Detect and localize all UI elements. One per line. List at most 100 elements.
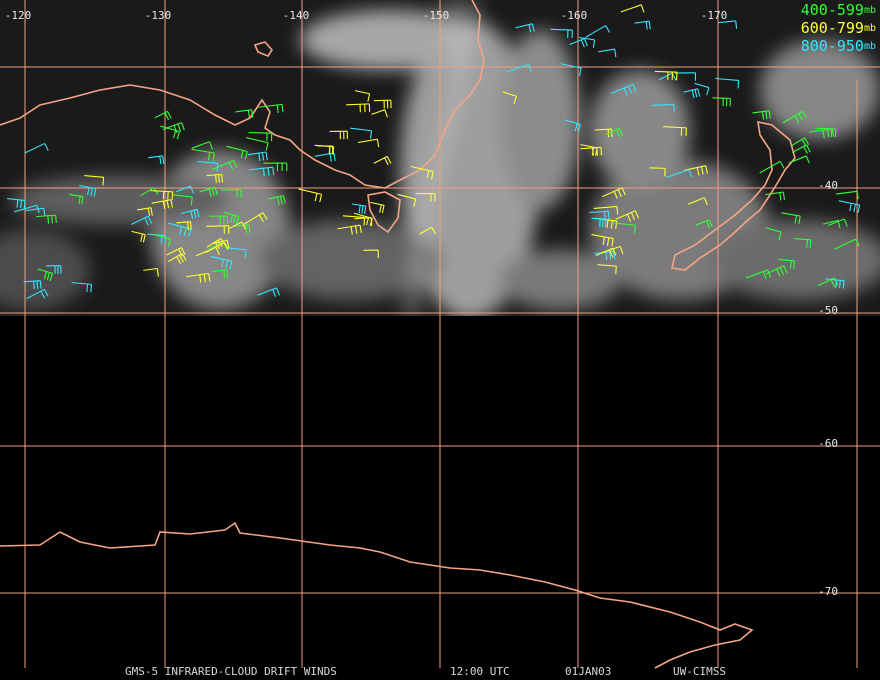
barb-tick [615, 220, 618, 230]
barb-tick [798, 215, 801, 225]
barb-shaft [346, 103, 370, 106]
barb-tick [798, 113, 804, 121]
barb-tick [376, 139, 380, 148]
wind-barb [649, 167, 666, 177]
wind-barb [71, 282, 93, 293]
barb-tick [187, 221, 189, 230]
barb-tick [628, 85, 633, 94]
barb-tick [703, 197, 708, 206]
wind-barb [168, 253, 187, 264]
wind-barb [824, 278, 845, 289]
barb-shaft [827, 218, 845, 226]
barb-tick [212, 152, 215, 161]
wind-barb [610, 83, 637, 96]
wind-barb [223, 211, 240, 225]
barb-tick [20, 200, 23, 209]
wind-barb [675, 72, 697, 81]
barb-tick [596, 147, 598, 156]
barb-tick [705, 165, 708, 174]
barb-tick [156, 268, 159, 277]
wind-barb [569, 38, 588, 48]
wind-barb [715, 77, 740, 89]
barb-shaft [79, 184, 96, 190]
wind-barb [564, 119, 581, 133]
wind-barb [235, 109, 254, 119]
barb-shaft [175, 185, 191, 193]
barb-shaft [168, 253, 183, 262]
wind-barb [258, 103, 284, 113]
barb-tick [181, 247, 186, 256]
wind-barb [210, 256, 233, 270]
barb-shaft [658, 72, 673, 81]
barb-tick [694, 89, 698, 98]
wind-barb [363, 249, 379, 259]
barb-tick [44, 143, 49, 151]
barb-shaft [589, 210, 609, 214]
barb-shaft [712, 97, 731, 99]
barb-tick [528, 24, 532, 33]
barb-tick [215, 174, 217, 183]
barb-tick [276, 196, 280, 205]
barb-tick [857, 204, 861, 213]
wind-barb [263, 162, 288, 172]
barb-shaft [634, 20, 650, 24]
barb-tick [605, 252, 608, 261]
barb-shaft [602, 187, 623, 198]
barb-tick [276, 104, 279, 113]
barb-tick [838, 280, 841, 289]
barb-shaft [620, 4, 642, 13]
barb-shaft [166, 247, 182, 256]
barb-tick [804, 137, 810, 145]
wind-barb [620, 4, 645, 13]
barb-shaft [176, 221, 191, 224]
wind-barb [248, 132, 273, 142]
wind-barb [247, 151, 268, 162]
wind-barb [346, 103, 371, 113]
wind-barb [782, 110, 808, 124]
barb-tick [208, 188, 212, 197]
barb-tick [612, 251, 616, 260]
barb-tick [51, 215, 53, 224]
barb-tick [822, 130, 825, 139]
barb-tick [199, 274, 202, 283]
barb-tick [87, 187, 90, 196]
barb-shaft [153, 233, 171, 240]
wind-barb [550, 28, 573, 39]
barb-tick [33, 281, 35, 290]
barb-tick [214, 186, 218, 195]
wind-barb [651, 103, 675, 113]
legend-range: 800-950 [801, 37, 864, 55]
barb-tick [319, 194, 323, 203]
barb-tick [610, 220, 613, 229]
barb-shaft [598, 48, 615, 53]
barb-tick [223, 242, 229, 250]
barb-shaft [191, 141, 210, 149]
barb-tick [211, 187, 215, 196]
wind-barb [79, 184, 97, 197]
footer-text: 12:00 UTC [450, 665, 510, 678]
barb-shaft [350, 127, 372, 132]
wind-barb [221, 188, 242, 198]
barb-shaft [765, 265, 785, 275]
barb-tick [789, 260, 792, 269]
island-coast [253, 41, 274, 57]
barb-shaft [506, 64, 529, 73]
barb-tick [606, 219, 609, 228]
wind-barb [415, 192, 436, 202]
barb-tick [697, 88, 701, 97]
barb-tick [40, 290, 46, 299]
barb-tick [276, 287, 280, 296]
barb-tick [281, 104, 284, 113]
barb-tick [737, 80, 740, 89]
barb-tick [262, 212, 268, 220]
barb-tick [379, 204, 382, 213]
barb-shaft [258, 103, 283, 108]
wind-barb [598, 48, 617, 58]
barb-tick [835, 279, 837, 288]
wind-barb [765, 227, 782, 240]
barb-shaft [781, 212, 801, 217]
barb-tick [853, 203, 856, 213]
wind-barb [580, 146, 603, 156]
latitude-label: -70 [818, 585, 838, 598]
barb-tick [365, 217, 370, 226]
